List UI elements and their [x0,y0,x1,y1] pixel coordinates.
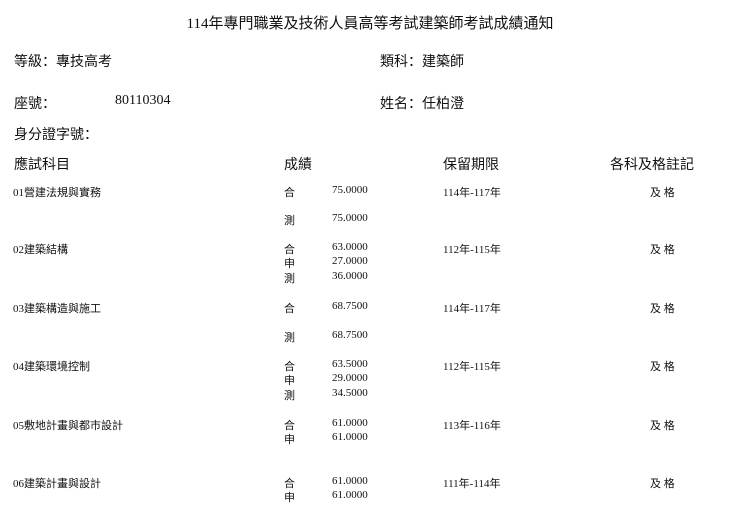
score-type: 測 [284,390,295,402]
id-number-label: 身分證字號： [14,128,98,143]
score-type: 測 [284,332,295,344]
exam-category: 類科：建築師 [380,55,464,70]
pass-mark: 及 格 [650,187,675,199]
score-value: 75.0000 [332,184,368,196]
retention-period: 114年-117年 [443,187,501,199]
header-subject: 應試科目 [14,158,70,173]
page-title: 114年專門職業及技術人員高等考試建築師考試成績通知 [186,16,554,32]
pass-mark: 及 格 [650,244,675,256]
score-type: 合 [284,244,295,256]
score-value: 75.0000 [332,212,368,224]
subject-name: 05敷地計畫與都市設計 [13,420,123,432]
score-type: 測 [284,273,295,285]
retention-period: 114年-117年 [443,303,501,315]
pass-mark: 及 格 [650,420,675,432]
score-type: 申 [284,375,295,387]
candidate-name: 姓名：任柏澄 [380,97,464,112]
pass-mark: 及 格 [650,361,675,373]
score-type: 測 [284,215,295,227]
score-value: 34.5000 [332,387,368,399]
score-type: 合 [284,187,295,199]
score-type: 申 [284,492,295,504]
score-type: 合 [284,478,295,490]
score-value: 29.0000 [332,372,368,384]
score-value: 63.0000 [332,241,368,253]
exam-level: 等級：專技高考 [14,55,112,70]
subject-name: 06建築計畫與設計 [13,478,101,490]
subject-name: 01營建法規與實務 [13,187,101,199]
retention-period: 113年-116年 [443,420,501,432]
score-type: 申 [284,434,295,446]
retention-period: 112年-115年 [443,361,501,373]
header-pass-note: 各科及格註記 [610,158,694,173]
header-score: 成績 [284,158,312,173]
score-value: 68.7500 [332,329,368,341]
score-value: 27.0000 [332,255,368,267]
pass-mark: 及 格 [650,303,675,315]
score-value: 61.0000 [332,475,368,487]
score-type: 申 [284,258,295,270]
score-value: 36.0000 [332,270,368,282]
subject-name: 03建築構造與施工 [13,303,101,315]
score-type: 合 [284,303,295,315]
header-retention: 保留期限 [443,158,499,173]
score-value: 68.7500 [332,300,368,312]
retention-period: 112年-115年 [443,244,501,256]
score-type: 合 [284,361,295,373]
retention-period: 111年-114年 [443,478,501,490]
seat-label: 座號： [14,97,56,112]
pass-mark: 及 格 [650,478,675,490]
score-value: 61.0000 [332,417,368,429]
score-value: 61.0000 [332,431,368,443]
score-value: 63.5000 [332,358,368,370]
score-value: 61.0000 [332,489,368,501]
subject-name: 04建築環境控制 [13,361,90,373]
subject-name: 02建築結構 [13,244,68,256]
score-type: 合 [284,420,295,432]
seat-number: 80110304 [115,93,171,108]
